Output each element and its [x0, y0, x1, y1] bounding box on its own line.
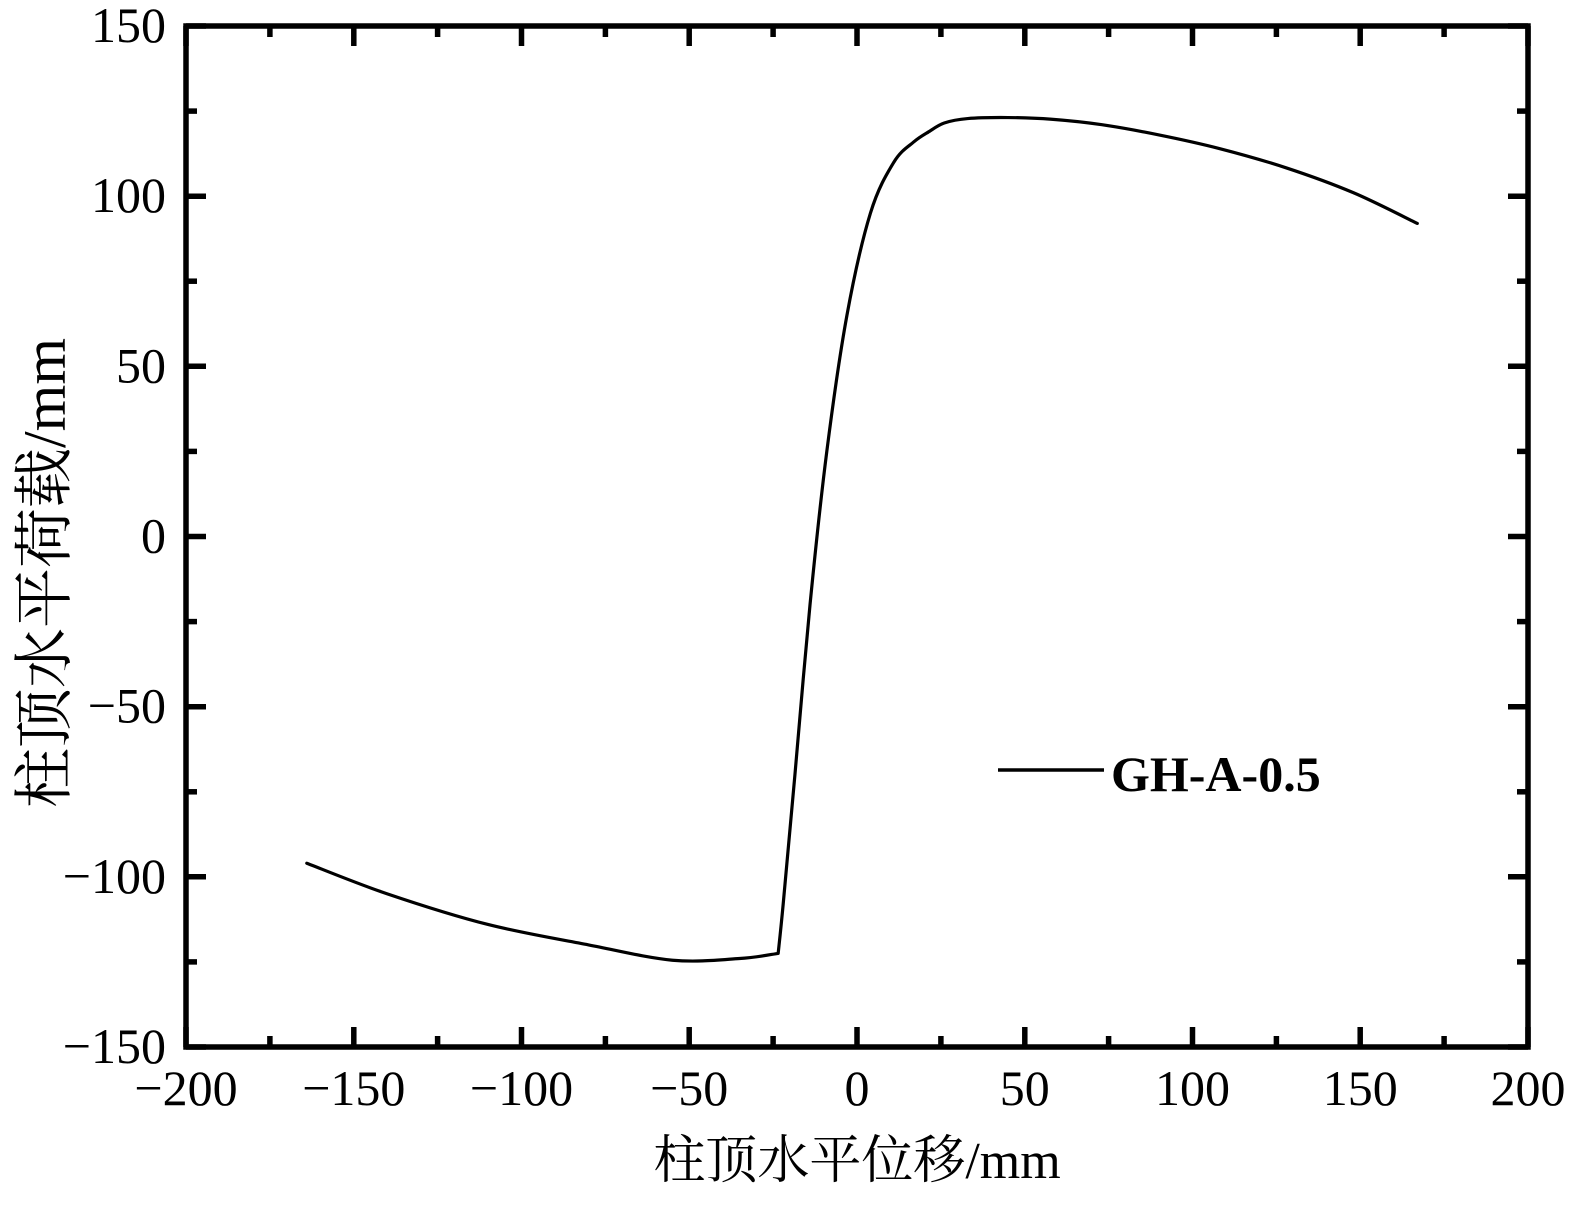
svg-text:0: 0 — [141, 508, 166, 564]
svg-text:50: 50 — [116, 337, 166, 393]
svg-text:柱顶水平位移/mm: 柱顶水平位移/mm — [653, 1133, 1060, 1190]
svg-text:150: 150 — [91, 0, 166, 53]
svg-text:0: 0 — [845, 1060, 870, 1116]
svg-text:−100: −100 — [470, 1060, 573, 1116]
svg-text:150: 150 — [1323, 1060, 1398, 1116]
svg-text:200: 200 — [1491, 1060, 1566, 1116]
svg-text:50: 50 — [1000, 1060, 1050, 1116]
svg-text:GH-A-0.5: GH-A-0.5 — [1111, 746, 1321, 802]
svg-text:100: 100 — [1155, 1060, 1230, 1116]
svg-text:−150: −150 — [302, 1060, 405, 1116]
svg-text:100: 100 — [91, 167, 166, 223]
svg-text:−50: −50 — [650, 1060, 728, 1116]
svg-text:柱顶水平荷载/mm: 柱顶水平荷载/mm — [12, 338, 78, 808]
svg-text:−100: −100 — [63, 848, 166, 904]
svg-text:−150: −150 — [63, 1018, 166, 1074]
svg-text:−50: −50 — [88, 678, 166, 734]
